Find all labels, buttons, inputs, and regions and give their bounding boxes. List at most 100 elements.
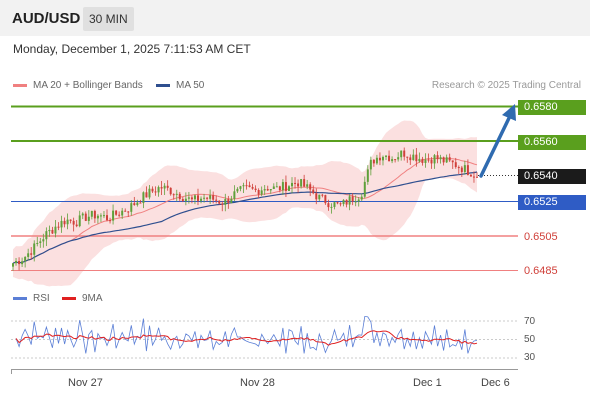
candle-body <box>303 179 306 187</box>
candle-body <box>469 174 472 177</box>
candle-body <box>345 199 348 205</box>
candle-body <box>112 210 115 221</box>
x-axis <box>11 369 518 374</box>
candle-body <box>151 188 154 192</box>
legend-label-ma50: MA 50 <box>176 80 205 91</box>
candle-body <box>409 157 412 161</box>
candle-body <box>403 150 406 157</box>
candle-body <box>442 157 445 163</box>
level-lines <box>11 105 518 271</box>
copyright-text: Research © 2025 Trading Central <box>431 80 581 91</box>
candle-body <box>284 182 287 191</box>
candle-body <box>454 162 457 168</box>
candle-body <box>375 157 378 164</box>
candle-body <box>115 210 118 215</box>
bollinger-fill <box>13 120 477 287</box>
candle-body <box>418 158 421 162</box>
candle-body <box>87 216 90 221</box>
ma50-line <box>12 171 478 264</box>
candle-body <box>472 176 475 178</box>
candle-body <box>175 193 178 195</box>
candle-body <box>381 156 384 161</box>
candle-body <box>330 206 333 208</box>
rsi-ma-legend-label: 9MA <box>82 293 103 304</box>
rsi-tick-50: 50 <box>524 334 536 345</box>
candle-body <box>412 154 415 161</box>
candle-body <box>21 261 24 265</box>
rsi-tick-70: 70 <box>524 316 536 327</box>
candle-body <box>369 159 372 170</box>
candle-body <box>400 150 403 158</box>
candle-body <box>54 226 57 234</box>
candle-body <box>251 187 254 189</box>
rsi-tick-30: 30 <box>524 352 536 363</box>
rsi-line <box>15 315 478 354</box>
candle-body <box>312 189 315 194</box>
candle-body <box>397 157 400 160</box>
candle-body <box>102 215 105 217</box>
candle-body <box>287 186 290 191</box>
candle-body <box>200 198 203 201</box>
candle-body <box>300 179 303 187</box>
candle-body <box>366 169 369 182</box>
candle-body <box>227 199 230 203</box>
candle-body <box>275 186 278 188</box>
candle-body <box>430 159 433 164</box>
rsi-ma-line <box>15 330 478 346</box>
candle-body <box>460 167 463 172</box>
candle-body <box>172 194 175 196</box>
candle-body <box>466 165 469 175</box>
candle-body <box>163 185 166 189</box>
legend-label-ma20: MA 20 + Bollinger Bands <box>33 80 143 91</box>
candle-body <box>445 157 448 163</box>
candle-body <box>215 199 218 201</box>
candle-body <box>230 198 233 203</box>
candle-body <box>181 199 184 201</box>
candle-body <box>394 159 397 161</box>
candle-body <box>257 190 260 195</box>
candle-body <box>321 194 324 196</box>
candle-body <box>357 199 360 202</box>
target-arrow-shaft <box>479 114 512 178</box>
candle-body <box>18 260 21 265</box>
candle-body <box>39 241 42 243</box>
candle-body <box>206 197 209 199</box>
candle-body <box>385 155 388 157</box>
candle-body <box>324 195 327 204</box>
candle-body <box>190 197 193 200</box>
ma20-line <box>12 157 478 264</box>
candle-body <box>90 210 93 217</box>
candle-body <box>360 196 363 200</box>
candle-body <box>45 231 48 240</box>
timeframe-badge[interactable]: 30 MIN <box>83 7 134 31</box>
candle-body <box>169 187 172 195</box>
candle-body <box>248 185 251 188</box>
candle-body <box>184 198 187 201</box>
candle-body <box>266 189 269 191</box>
candle-body <box>427 159 430 161</box>
candle-body <box>457 167 460 169</box>
candle-body <box>136 202 139 206</box>
candle-body <box>24 256 27 262</box>
candle-body <box>96 215 99 219</box>
candle-body <box>93 210 96 219</box>
candle-body <box>448 157 451 161</box>
x-tick-dec6: Dec 6 <box>481 377 510 389</box>
candle-body <box>127 211 130 213</box>
target-arrow <box>479 104 516 178</box>
candle-body <box>193 195 196 200</box>
candle-body <box>48 229 51 232</box>
rsi-ma-legend-swatch <box>62 296 76 300</box>
candle-body <box>160 187 163 189</box>
candle-body <box>12 263 14 267</box>
candle-body <box>139 202 142 204</box>
candle-body <box>463 165 466 172</box>
candle-body <box>254 188 257 191</box>
level-support-1: 0.6505 <box>524 231 558 243</box>
candle-body <box>30 253 33 255</box>
candle-body <box>336 202 339 204</box>
candle-body <box>133 203 136 206</box>
candle-body <box>233 191 236 199</box>
candle-body <box>263 189 266 191</box>
